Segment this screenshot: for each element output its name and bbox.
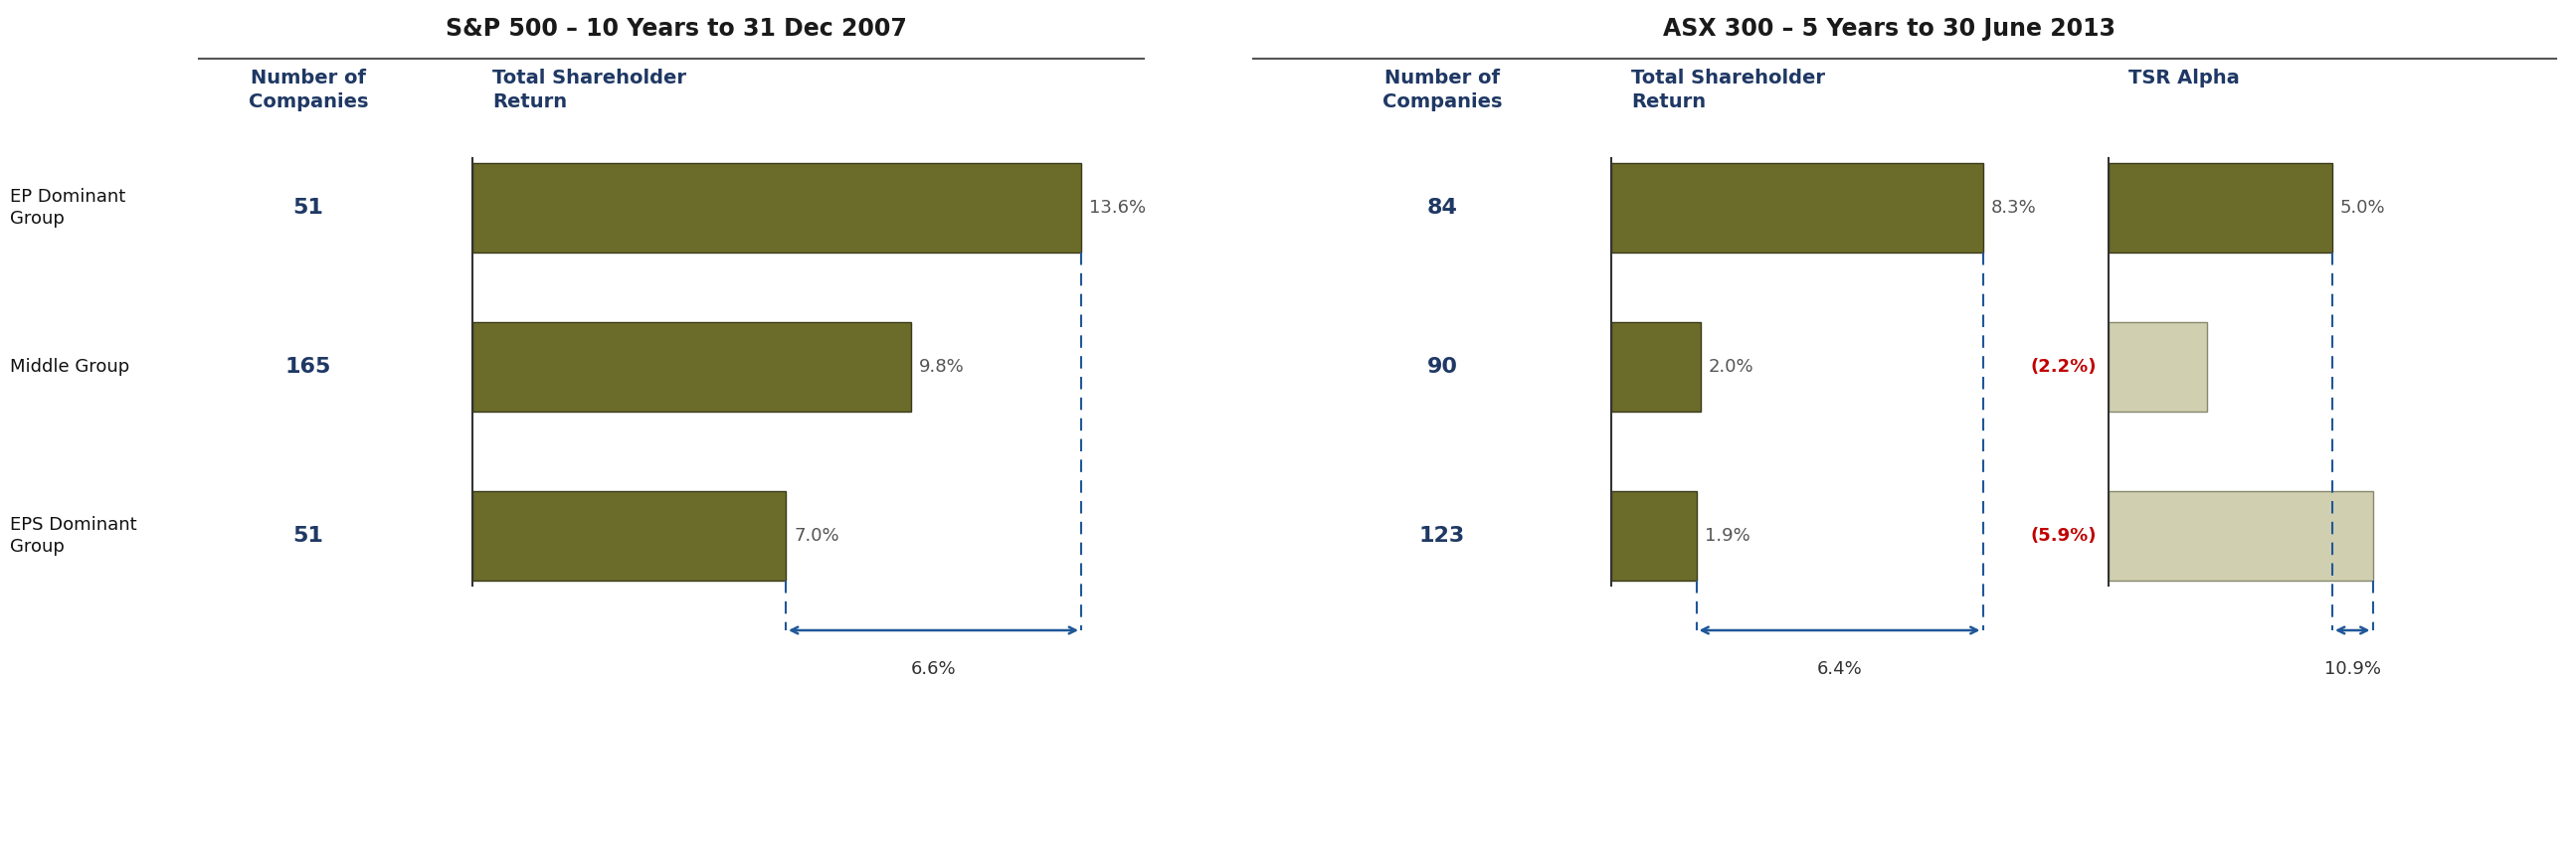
Text: (2.2%): (2.2%) — [2030, 358, 2097, 376]
Text: 6.4%: 6.4% — [1816, 660, 1862, 678]
Bar — [2110, 491, 2372, 581]
Text: Total Shareholder
Return: Total Shareholder Return — [492, 68, 685, 111]
Text: 10.9%: 10.9% — [2324, 660, 2380, 678]
Text: 51: 51 — [294, 526, 325, 546]
Text: 8.3%: 8.3% — [1991, 199, 2035, 217]
Bar — [2110, 322, 2208, 412]
Bar — [471, 322, 912, 412]
Text: 165: 165 — [286, 357, 332, 377]
Text: 2.0%: 2.0% — [1708, 358, 1754, 376]
Bar — [2110, 163, 2331, 253]
Bar — [1610, 491, 1695, 581]
Text: 123: 123 — [1419, 526, 1466, 546]
Bar — [1610, 163, 1984, 253]
Text: TSR Alpha: TSR Alpha — [2128, 68, 2239, 87]
Text: S&P 500 – 10 Years to 31 Dec 2007: S&P 500 – 10 Years to 31 Dec 2007 — [446, 17, 907, 41]
Bar — [471, 163, 1082, 253]
Text: Middle Group: Middle Group — [10, 358, 129, 376]
Text: 90: 90 — [1427, 357, 1458, 377]
Text: 84: 84 — [1427, 198, 1458, 218]
Text: (5.9%): (5.9%) — [2030, 527, 2097, 545]
Text: 6.6%: 6.6% — [912, 660, 956, 678]
Text: 7.0%: 7.0% — [793, 527, 840, 545]
Bar — [1610, 322, 1700, 412]
Text: 51: 51 — [294, 198, 325, 218]
Text: ASX 300 – 5 Years to 30 June 2013: ASX 300 – 5 Years to 30 June 2013 — [1664, 17, 2115, 41]
Bar — [471, 491, 786, 581]
Text: Total Shareholder
Return: Total Shareholder Return — [1631, 68, 1824, 111]
Text: EPS Dominant
Group: EPS Dominant Group — [10, 516, 137, 556]
Text: 5.0%: 5.0% — [2339, 199, 2385, 217]
Text: EP Dominant
Group: EP Dominant Group — [10, 188, 126, 228]
Text: Number of
Companies: Number of Companies — [1383, 68, 1502, 111]
Text: Number of
Companies: Number of Companies — [247, 68, 368, 111]
Text: 9.8%: 9.8% — [920, 358, 963, 376]
Text: 1.9%: 1.9% — [1705, 527, 1749, 545]
Text: 13.6%: 13.6% — [1090, 199, 1146, 217]
